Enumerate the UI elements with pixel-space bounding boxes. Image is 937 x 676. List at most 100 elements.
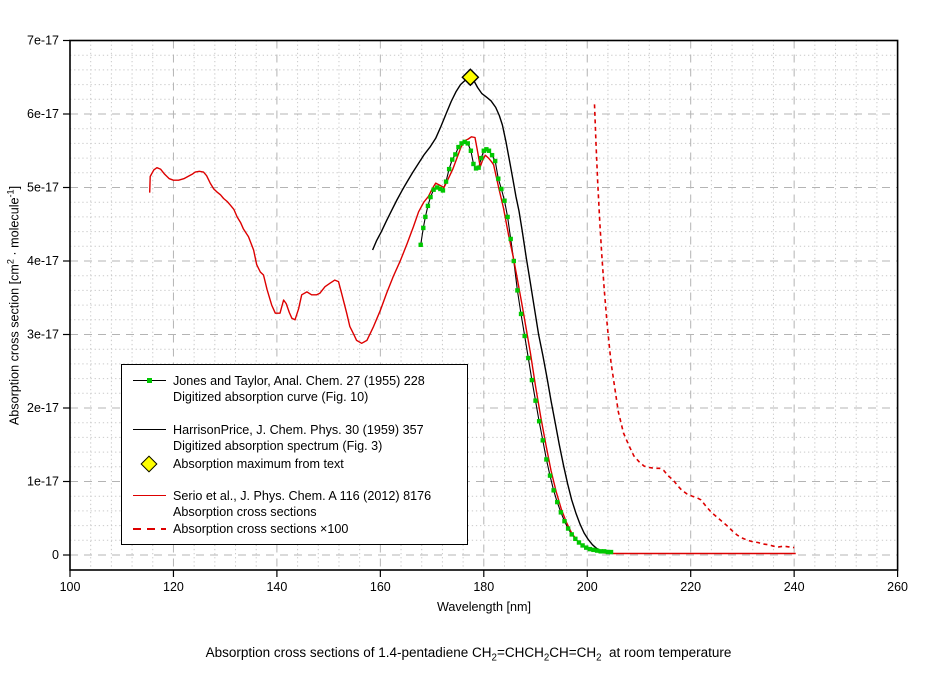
jones-taylor-data-marker xyxy=(551,488,556,493)
plot-frame xyxy=(69,39,899,571)
y-axis-title: Absorption cross section [cm2 · molecule… xyxy=(5,185,22,426)
jones-taylor-data-marker xyxy=(496,176,501,181)
harrison-price-curve xyxy=(371,75,601,552)
y-tick-label: 4e-17 xyxy=(27,254,59,268)
jones-taylor-data-marker xyxy=(489,152,495,158)
legend-label: Absorption maximum from text xyxy=(173,457,344,471)
jones-taylor-data-marker xyxy=(529,377,535,383)
legend-label: Digitized absorption curve (Fig. 10) xyxy=(173,390,369,404)
red-dashed-line-icon xyxy=(131,521,173,537)
jones-taylor-data-marker xyxy=(481,148,486,153)
x-tick-label: 160 xyxy=(370,580,391,594)
jones-taylor-data-marker xyxy=(486,148,492,153)
legend-label: Jones and Taylor, Anal. Chem. 27 (1955) … xyxy=(173,374,425,388)
jones-taylor-data-marker xyxy=(594,548,600,553)
jones-taylor-data-marker xyxy=(515,288,520,293)
jones-taylor-data-marker xyxy=(446,166,452,172)
jones-taylor-data-marker xyxy=(505,214,510,220)
jones-taylor-data-marker xyxy=(471,161,476,167)
jones-taylor-data-marker xyxy=(462,139,467,145)
jones-taylor-data-marker xyxy=(573,536,578,542)
jones-taylor-data-marker xyxy=(587,546,593,552)
jones-taylor-data-marker xyxy=(569,532,574,537)
legend-entry-serio-x100: Absorption cross sections ×100 xyxy=(131,521,463,537)
jones-taylor-data-marker xyxy=(453,152,458,157)
jones-taylor-data-marker xyxy=(555,499,560,505)
y-tick-label: 6e-17 xyxy=(27,107,59,121)
jones-taylor-data-marker xyxy=(479,155,484,161)
jones-taylor-data-marker xyxy=(584,545,589,550)
jones-taylor-data-marker xyxy=(558,510,564,515)
y-tick-label: 2e-17 xyxy=(27,401,59,415)
y-tick-label: 3e-17 xyxy=(27,328,59,342)
figure-caption: Absorption cross sections of 1.4-pentadi… xyxy=(205,645,732,664)
jones-taylor-data-marker xyxy=(526,355,531,361)
serio-cross-section-curve xyxy=(149,136,796,555)
jones-taylor-data-marker xyxy=(425,203,431,209)
jones-taylor-data-marker xyxy=(476,165,481,170)
jones-taylor-data-marker xyxy=(511,258,517,264)
x-tick-label: 220 xyxy=(680,580,701,594)
y-tick-label: 7e-17 xyxy=(27,34,59,48)
red-line-icon xyxy=(131,488,173,504)
legend-entry-serio: Serio et al., J. Phys. Chem. A 116 (2012… xyxy=(131,488,463,520)
jones-taylor-data-marker xyxy=(502,198,507,203)
jones-taylor-data-marker xyxy=(492,158,498,164)
legend-label: Absorption cross sections ×100 xyxy=(173,522,349,536)
x-tick-label: 240 xyxy=(784,580,805,594)
legend-label: Digitized absorption spectrum (Fig. 3) xyxy=(173,439,383,453)
jones-taylor-data-marker xyxy=(565,526,571,531)
jones-taylor-data-marker xyxy=(465,141,470,146)
y-tick-label: 5e-17 xyxy=(27,181,59,195)
y-tick-label: 1e-17 xyxy=(27,475,59,489)
jones-taylor-data-marker xyxy=(522,333,527,339)
black-line-green-marker-icon xyxy=(131,373,173,389)
x-tick-label: 180 xyxy=(473,580,494,594)
x-tick-label: 140 xyxy=(266,580,287,594)
yellow-diamond-icon xyxy=(131,455,173,473)
x-tick-label: 260 xyxy=(887,580,908,594)
jones-taylor-data-marker xyxy=(591,547,596,553)
jones-taylor-data-marker xyxy=(598,549,603,554)
jones-taylor-data-marker xyxy=(602,549,607,554)
jones-taylor-data-marker xyxy=(580,543,585,548)
jones-taylor-data-marker xyxy=(544,457,549,462)
jones-taylor-data-marker xyxy=(423,214,428,220)
jones-taylor-data-marker xyxy=(459,141,464,146)
absorption-maximum-diamond-icon xyxy=(461,68,480,87)
x-axis-title: Wavelength [nm] xyxy=(436,600,532,614)
black-line-icon xyxy=(131,422,173,438)
jones-taylor-data-marker xyxy=(484,147,489,152)
jones-taylor-data-marker xyxy=(508,236,513,242)
x-tick-label: 200 xyxy=(577,580,598,594)
jones-taylor-data-marker xyxy=(456,144,461,150)
jones-taylor-data-marker xyxy=(473,166,479,171)
jones-taylor-data-marker xyxy=(418,242,423,248)
legend-label: Absorption cross sections xyxy=(173,505,317,519)
jones-taylor-data-marker xyxy=(440,188,446,193)
jones-taylor-data-marker xyxy=(468,148,474,153)
jones-taylor-data-marker xyxy=(608,549,614,555)
chart-legend: Jones and Taylor, Anal. Chem. 27 (1955) … xyxy=(121,364,468,545)
legend-label: Serio et al., J. Phys. Chem. A 116 (2012… xyxy=(173,489,432,503)
legend-entry-jones-taylor: Jones and Taylor, Anal. Chem. 27 (1955) … xyxy=(131,373,463,405)
jones-taylor-data-marker xyxy=(435,185,440,190)
x-tick-label: 100 xyxy=(60,580,81,594)
jones-taylor-data-marker xyxy=(547,473,553,478)
jones-taylor-data-marker xyxy=(605,549,611,555)
jones-taylor-data-marker xyxy=(431,187,436,192)
serio-x100-dashed-curve xyxy=(593,104,795,549)
legend-entry-absorption-maximum: Absorption maximum from text xyxy=(131,455,463,473)
jones-taylor-data-marker xyxy=(533,398,538,403)
jones-taylor-data-marker xyxy=(499,186,504,192)
jones-taylor-data-marker xyxy=(536,419,542,424)
jones-taylor-data-marker xyxy=(443,179,449,184)
jones-taylor-data-marker xyxy=(562,518,567,524)
jones-taylor-data-marker xyxy=(540,438,545,443)
legend-entry-harrison-price: HarrisonPrice, J. Chem. Phys. 30 (1959) … xyxy=(131,422,463,454)
jones-taylor-data-marker xyxy=(438,186,443,192)
jones-taylor-data-marker xyxy=(421,225,426,231)
jones-taylor-data-marker xyxy=(518,311,524,317)
jones-taylor-data-marker xyxy=(450,157,455,162)
